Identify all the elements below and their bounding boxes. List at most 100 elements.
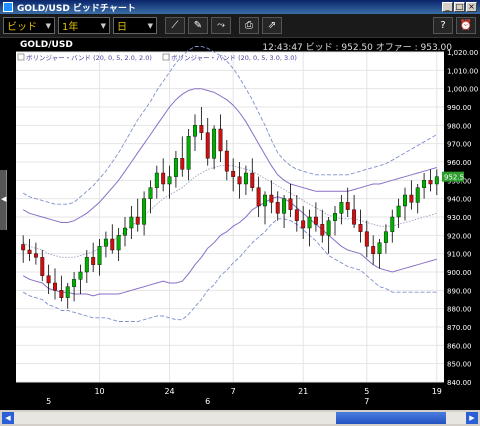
candle-body bbox=[212, 128, 217, 159]
candle-body bbox=[313, 216, 318, 225]
candle-body bbox=[288, 198, 293, 210]
candle-body bbox=[250, 172, 255, 188]
current-price-box bbox=[442, 171, 464, 182]
chevron-down-icon: ▼ bbox=[147, 21, 153, 30]
candle-body bbox=[135, 216, 140, 225]
candle-body bbox=[339, 202, 344, 214]
band-middle bbox=[22, 165, 437, 258]
period-select[interactable]: 1年 ▼ bbox=[58, 17, 110, 34]
candle-body bbox=[282, 198, 287, 214]
x-tick-label: 7 bbox=[231, 387, 236, 396]
side-panel-handle[interactable] bbox=[0, 170, 7, 230]
x-tick-label: 5 bbox=[364, 387, 369, 396]
scroll-left-icon[interactable]: ◀ bbox=[2, 412, 14, 424]
candle-body bbox=[333, 213, 337, 221]
candle-body bbox=[218, 128, 223, 152]
candle-body bbox=[434, 176, 439, 185]
candle-body bbox=[154, 172, 159, 188]
y-tick-label: 850.00 bbox=[447, 361, 472, 369]
y-tick-label: 970.00 bbox=[447, 141, 472, 149]
horizontal-scrollbar[interactable]: ◀ ▶ bbox=[0, 410, 480, 426]
candle-body bbox=[256, 187, 261, 207]
candle-body bbox=[422, 180, 427, 188]
legend-checkbox bbox=[17, 53, 25, 61]
y-tick-label: 960.00 bbox=[447, 159, 472, 167]
band-lower-3 bbox=[22, 218, 437, 322]
candle-body bbox=[129, 216, 134, 229]
candle-body bbox=[72, 279, 77, 287]
candle-body bbox=[383, 231, 388, 243]
printer-icon[interactable]: ⎙ bbox=[239, 17, 259, 34]
candle-body bbox=[103, 238, 108, 247]
candle-body bbox=[110, 238, 115, 251]
y-tick-label: 1,000.00 bbox=[447, 86, 478, 94]
alarm-icon[interactable]: ⏰ bbox=[456, 17, 476, 34]
candle-body bbox=[205, 132, 210, 159]
candle-body bbox=[352, 209, 357, 225]
interval-value: 日 bbox=[117, 22, 127, 33]
candle-body bbox=[428, 180, 433, 185]
maximize-button[interactable]: □ bbox=[454, 2, 465, 12]
candle-body bbox=[269, 194, 274, 203]
candle-body bbox=[97, 246, 102, 265]
interval-select[interactable]: 日 ▼ bbox=[113, 17, 157, 34]
candle-body bbox=[307, 216, 312, 229]
y-tick-label: 940.00 bbox=[447, 196, 472, 204]
candle-body bbox=[320, 224, 325, 236]
candle-body bbox=[396, 205, 401, 218]
candle-body bbox=[84, 257, 89, 273]
price-type-value: ビッド bbox=[7, 22, 37, 33]
candle-body bbox=[275, 202, 280, 214]
trend-line-icon[interactable]: ⟋ bbox=[165, 17, 185, 34]
candle-body bbox=[377, 242, 382, 254]
y-tick-label: 900.00 bbox=[447, 269, 472, 277]
toolbar: ビッド ▼ 1年 ▼ 日 ▼ ⟋ ✎ ⤳ ⎙ ⇗ ? ⏰ bbox=[0, 14, 480, 38]
bollinger-bands bbox=[22, 46, 438, 322]
expand-arrow-icon[interactable]: ◀ bbox=[1, 195, 7, 203]
x-tick-label: 21 bbox=[298, 387, 308, 396]
scroll-thumb[interactable] bbox=[336, 412, 446, 424]
price-type-select[interactable]: ビッド ▼ bbox=[3, 17, 55, 34]
candle-body bbox=[345, 202, 350, 210]
x-month-label: 5 bbox=[46, 397, 51, 406]
candle-body bbox=[173, 158, 178, 177]
indicator-icon[interactable]: ⤳ bbox=[211, 17, 231, 34]
help-icon[interactable]: ? bbox=[433, 17, 453, 34]
candle-body bbox=[294, 209, 299, 221]
y-tick-label: 1,010.00 bbox=[447, 67, 478, 75]
candle-body bbox=[65, 286, 70, 298]
legend: ボリンジャー・バンド (20, 0, 5, 2.0, 2.0) ボリンジャー・バン… bbox=[17, 53, 297, 62]
candle-body bbox=[403, 194, 407, 207]
quote-readout: 12:43:47 ビッド : 952.50 オファー : 953.00 bbox=[262, 43, 452, 53]
window-title: GOLD/USD ビッドチャート bbox=[17, 3, 136, 14]
y-tick-label: 1,020.00 bbox=[447, 49, 478, 57]
band-upper-2 bbox=[22, 88, 437, 223]
candle-body bbox=[193, 125, 197, 137]
candle-body bbox=[199, 125, 204, 133]
candle-body bbox=[148, 187, 153, 199]
candle-body bbox=[123, 227, 127, 236]
y-tick-label: 840.00 bbox=[447, 379, 472, 387]
candle-body bbox=[326, 220, 331, 236]
minimize-button[interactable]: _ bbox=[442, 2, 453, 12]
scroll-right-icon[interactable]: ▶ bbox=[466, 412, 478, 424]
legend-item: ボリンジャー・バンド (20, 0, 5, 3.0, 3.0) bbox=[171, 54, 297, 62]
close-button[interactable]: × bbox=[466, 2, 477, 12]
y-tick-label: 980.00 bbox=[447, 122, 472, 130]
y-tick-label: 990.00 bbox=[447, 104, 472, 112]
candle-body bbox=[161, 172, 166, 185]
candle-body bbox=[415, 187, 420, 203]
candle-body bbox=[167, 176, 172, 185]
chart-export-icon[interactable]: ⇗ bbox=[262, 17, 282, 34]
pin-icon[interactable]: ✎ bbox=[188, 17, 208, 34]
candle-body bbox=[371, 246, 376, 254]
candle-body bbox=[46, 275, 51, 284]
y-tick-label: 880.00 bbox=[447, 306, 472, 314]
window-controls: _ □ × bbox=[442, 2, 477, 12]
period-value: 1年 bbox=[62, 22, 79, 33]
x-tick-label: 24 bbox=[164, 387, 174, 396]
candle-body bbox=[21, 244, 26, 251]
chart-header: GOLD/USD 12:43:47 ビッド : 952.50 オファー : 95… bbox=[8, 38, 472, 53]
app-icon bbox=[3, 2, 13, 12]
